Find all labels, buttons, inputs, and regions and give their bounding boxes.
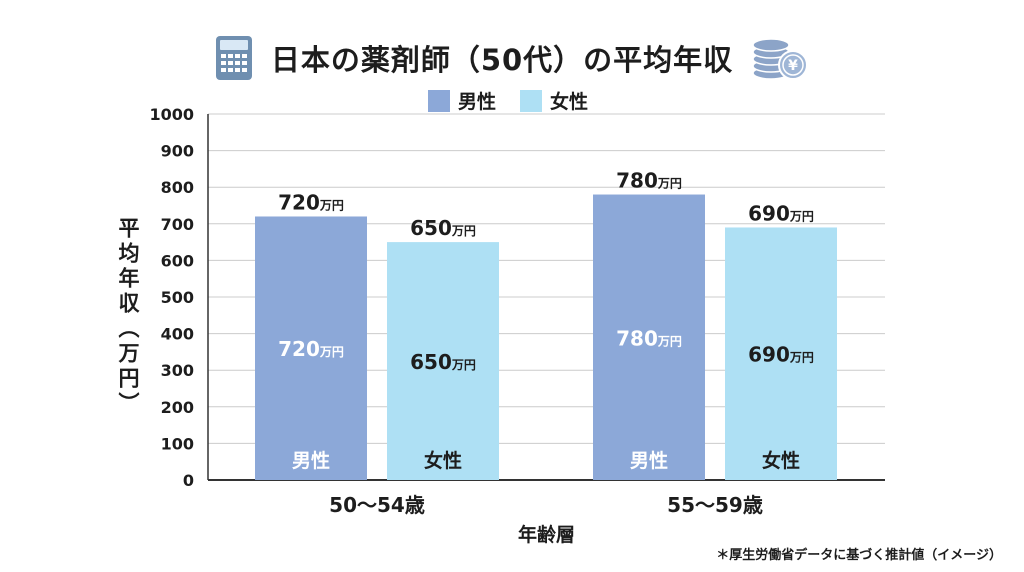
y-tick-label: 300 [161,361,194,380]
bar-top-value-label: 690万円 [748,201,814,225]
bar-male-1 [593,194,705,480]
y-tick-label: 700 [161,215,194,234]
x-tick-label: 55〜59歳 [667,493,763,517]
calculator-icon [215,36,252,80]
bar-inner-value-label: 650万円 [410,350,476,374]
bar-series-label: 女性 [762,449,800,472]
bar-top-value-label: 780万円 [616,169,682,193]
bar-top-value-label: 650万円 [410,216,476,240]
y-tick-label: 100 [161,434,194,453]
y-tick-label: 600 [161,251,194,270]
legend-label-male: 男性 [458,90,496,113]
y-tick-label: 1000 [149,105,194,124]
bar-inner-value-label: 780万円 [616,326,682,350]
y-tick-label: 900 [161,142,194,161]
bar-inner-value-label: 690万円 [748,343,814,367]
bar-series-label: 女性 [424,449,462,472]
bar-inner-value-label: 720万円 [278,337,344,361]
bar-female-0 [387,242,499,480]
yen-coins-icon: ¥ [752,38,809,80]
legend-swatch-female [520,90,542,112]
bar-female-1 [725,227,837,480]
x-tick-label: 50〜54歳 [329,493,425,517]
y-tick-label: 200 [161,398,194,417]
y-tick-label: 500 [161,288,194,307]
source-note: ＊厚生労働省データに基づく推計値（イメージ） [716,548,1002,563]
y-axis-title: 平均年収（万円） [116,217,141,417]
chart-title: 日本の薬剤師（50代）の平均年収 [270,43,734,77]
x-axis-title: 年齢層 [518,523,575,546]
legend-swatch-male [428,90,450,112]
bar-series-label: 男性 [292,449,330,472]
y-tick-label: 0 [183,471,194,490]
bar-male-0 [255,216,367,481]
svg-text:¥: ¥ [788,58,798,74]
bar-top-value-label: 720万円 [278,190,344,214]
bar-series-label: 男性 [630,449,668,472]
y-tick-label: 400 [161,325,194,344]
y-tick-label: 800 [161,178,194,197]
legend-label-female: 女性 [550,90,588,113]
title-row: 日本の薬剤師（50代）の平均年収 ¥ [0,32,1024,84]
